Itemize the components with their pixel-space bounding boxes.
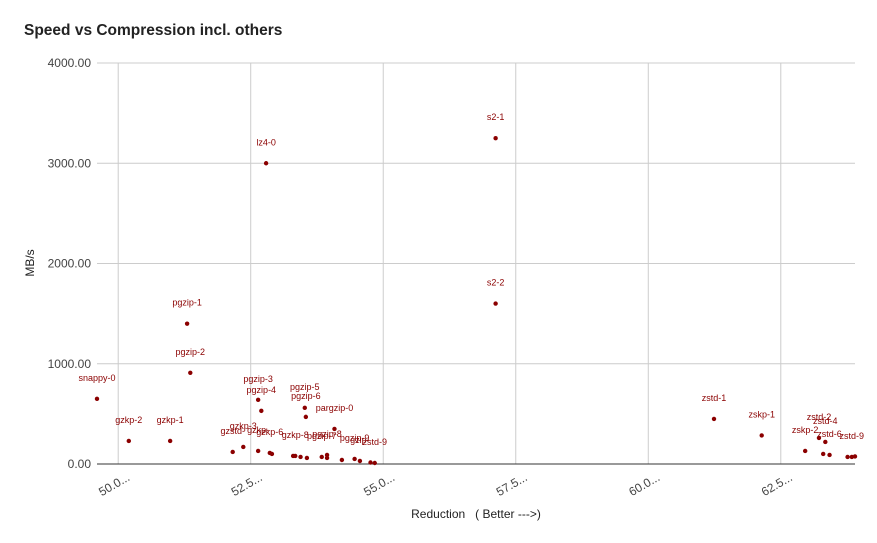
data-point (324, 455, 330, 461)
data-point (290, 453, 296, 459)
data-label: zskp-1 (748, 409, 775, 419)
data-label: zstd-2 (807, 412, 832, 422)
data-point (816, 435, 822, 441)
data-label: zstd-4 (813, 416, 838, 426)
data-label: gzkp-2 (115, 415, 142, 425)
data-label: gzkp-6 (256, 427, 283, 437)
data-point (188, 370, 193, 375)
data-point (304, 455, 310, 461)
x-tick-label: 52.5... (229, 470, 265, 499)
data-point (493, 301, 498, 306)
y-tick-label: 0.00 (68, 457, 92, 471)
data-point (711, 416, 717, 422)
y-tick-label: 3000.00 (48, 156, 92, 170)
data-point (303, 414, 309, 420)
data-label: pgzip-2 (176, 347, 206, 357)
data-points (94, 135, 858, 466)
data-point (241, 444, 246, 450)
gridlines (97, 62, 855, 464)
chart-title: Speed vs Compression incl. others (24, 22, 283, 39)
data-label: lz4-0 (256, 137, 276, 147)
data-point (184, 321, 190, 326)
data-label: s2-2 (487, 278, 505, 288)
data-point (823, 439, 828, 445)
data-label: gzstd- (220, 426, 245, 436)
data-point (802, 448, 808, 454)
data-label: pgzip-1 (172, 298, 202, 308)
data-point (332, 426, 337, 432)
data-label: s2-1 (487, 112, 505, 122)
data-label: pgzip-7 (307, 431, 337, 441)
data-label: zstd-9 (362, 437, 387, 447)
data-point (255, 397, 261, 403)
data-label: gzkp-3 (230, 421, 257, 431)
data-label: gzkp-8 (282, 430, 309, 440)
data-label: pgzip-8 (312, 429, 342, 439)
data-label: gzip- (350, 435, 370, 445)
data-point (357, 458, 363, 464)
data-label: pgzip-4 (247, 385, 277, 395)
data-point (372, 460, 377, 466)
data-label: gzkp-1 (157, 415, 184, 425)
x-tick-label: 57.5... (494, 470, 530, 499)
data-label: pgzip-3 (243, 374, 273, 384)
data-label: pargzip-0 (316, 403, 354, 413)
y-axis-title: MB/s (23, 249, 37, 276)
data-point (302, 405, 307, 411)
data-label: pgzip-6 (291, 391, 321, 401)
data-point (352, 456, 357, 462)
data-point (845, 454, 850, 460)
data-point (259, 408, 264, 414)
y-tick-label: 4000.00 (48, 56, 92, 70)
data-label: zstd-6 (817, 429, 842, 439)
y-tick-label: 2000.00 (48, 257, 92, 271)
data-point (230, 449, 235, 455)
x-tick-label: 55.0... (361, 470, 397, 499)
y-tick-label: 1000.00 (48, 357, 92, 371)
data-label: pgzip-9 (340, 433, 370, 443)
data-point (269, 451, 275, 457)
data-label: zstd-9 (840, 431, 865, 441)
data-label: snappy-0 (78, 373, 115, 383)
data-point (759, 433, 764, 438)
data-point (298, 454, 303, 460)
data-label: zstd-1 (702, 393, 727, 403)
x-tick-label: 62.5... (759, 470, 795, 499)
data-label: gzkp- (247, 425, 269, 435)
data-point (827, 452, 832, 458)
data-point (852, 454, 858, 459)
data-point (126, 438, 132, 444)
y-axis-ticks: 0.00 1000.00 2000.00 3000.00 4000.00 (48, 56, 92, 471)
data-point (255, 448, 261, 454)
data-point (368, 460, 373, 465)
x-axis-ticks: 50.0... 52.5... 55.0... 57.5... 60.0... 62.5.… (96, 470, 794, 499)
data-point (167, 438, 173, 444)
point-labels: snappy-0 gzkp-2 gzkp-1 pgzip-1 pgzip-2 lz4-0 p… (78, 112, 864, 447)
data-point (339, 457, 345, 463)
data-label: pgzip-5 (290, 382, 320, 392)
data-point (820, 451, 826, 457)
data-point (324, 452, 330, 458)
data-point (493, 135, 498, 141)
data-label: zskp-2 (792, 425, 819, 435)
data-point (319, 454, 324, 460)
x-tick-label: 50.0... (96, 470, 132, 499)
data-point (263, 161, 269, 166)
x-axis-title: Reduction ( Better --->) (411, 507, 541, 521)
x-tick-label: 60.0... (626, 470, 662, 499)
data-point (94, 396, 100, 402)
